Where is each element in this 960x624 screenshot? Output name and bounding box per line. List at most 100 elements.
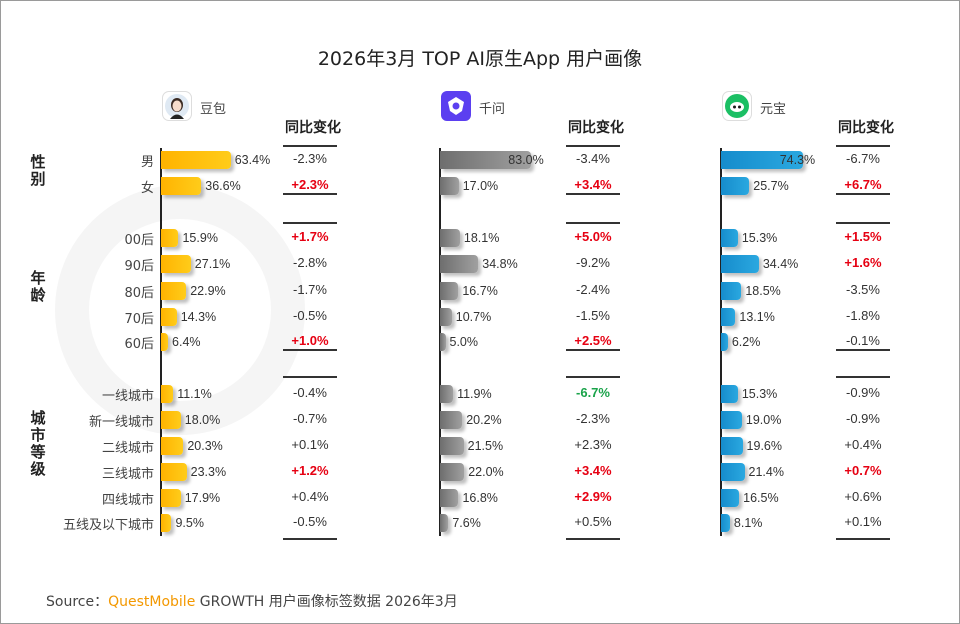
data-label: 34.8% xyxy=(482,257,518,271)
bar xyxy=(721,411,742,429)
divider-line xyxy=(566,222,620,224)
yoy-value: -2.4% xyxy=(576,282,610,297)
data-label: 16.5% xyxy=(743,491,779,505)
source-brand: QuestMobile xyxy=(108,594,196,610)
data-label: 7.6% xyxy=(452,516,481,530)
yoy-header: 同比变化 xyxy=(285,120,341,136)
bar xyxy=(721,333,728,351)
data-label: 8.1% xyxy=(733,516,763,530)
bar xyxy=(161,151,231,169)
source-prefix: Source： xyxy=(46,594,109,610)
bar xyxy=(161,385,174,403)
yoy-value: -0.9% xyxy=(846,385,880,400)
bar xyxy=(721,437,743,455)
data-label: 25.7% xyxy=(753,179,789,193)
row-label: 新一线城市 xyxy=(88,415,154,430)
yoy-value: +0.5% xyxy=(574,514,612,529)
data-label: 22.9% xyxy=(190,284,226,298)
data-label: 19.6% xyxy=(746,439,782,453)
yoy-value: +1.0% xyxy=(291,333,329,348)
yoy-value: +0.4% xyxy=(291,489,329,504)
yoy-value: +0.1% xyxy=(291,437,329,452)
data-label: 10.7% xyxy=(455,310,492,324)
bar xyxy=(721,385,738,403)
yoy-value: +1.6% xyxy=(844,255,882,270)
data-label: 5.0% xyxy=(449,335,479,349)
yoy-header: 同比变化 xyxy=(838,120,894,136)
bar xyxy=(440,151,532,169)
axis-line xyxy=(160,148,162,536)
divider-line xyxy=(836,193,890,195)
divider-line xyxy=(566,538,620,540)
data-label: 83.0% xyxy=(508,153,544,167)
yoy-value: +3.4% xyxy=(574,463,612,478)
yoy-value: +1.7% xyxy=(291,229,329,244)
yoy-value: -3.4% xyxy=(576,151,610,166)
bar xyxy=(440,463,465,481)
yoy-value: +2.5% xyxy=(574,333,612,348)
data-label: 27.1% xyxy=(194,257,231,271)
bar xyxy=(721,177,750,195)
row-label: 二线城市 xyxy=(101,441,154,456)
axis-line xyxy=(439,148,441,536)
app-name-2: 元宝 xyxy=(760,102,787,117)
bar xyxy=(721,255,759,273)
bar xyxy=(721,282,742,300)
bar xyxy=(161,514,172,532)
group-label: 性别 xyxy=(30,153,46,188)
doubao-avatar-icon xyxy=(162,91,192,121)
data-label: 21.4% xyxy=(748,465,784,479)
divider-line xyxy=(836,376,890,378)
bar xyxy=(440,411,463,429)
row-label: 一线城市 xyxy=(101,389,154,404)
divider-line xyxy=(566,376,620,378)
divider-line xyxy=(283,145,337,147)
row-label: 70后 xyxy=(124,312,154,327)
divider-line xyxy=(566,145,620,147)
row-label: 四线城市 xyxy=(101,493,154,508)
bar xyxy=(440,177,459,195)
divider-line xyxy=(283,349,337,351)
data-label: 18.0% xyxy=(184,413,221,427)
divider-line xyxy=(836,145,890,147)
data-label: 23.3% xyxy=(190,465,227,479)
data-label: 11.1% xyxy=(177,387,212,401)
yoy-value: -3.5% xyxy=(846,282,880,297)
data-label: 18.1% xyxy=(463,231,500,245)
bar xyxy=(161,229,179,247)
bar xyxy=(440,308,452,326)
yoy-value: -0.5% xyxy=(293,308,327,323)
bar xyxy=(161,308,177,326)
data-label: 19.0% xyxy=(745,413,782,427)
bar xyxy=(161,177,202,195)
yoy-value: -1.8% xyxy=(846,308,880,323)
yoy-value: +2.3% xyxy=(291,177,329,192)
yoy-value: -0.1% xyxy=(846,333,880,348)
yoy-value: +5.0% xyxy=(574,229,612,244)
yoy-value: +0.7% xyxy=(844,463,882,478)
yoy-value: -1.5% xyxy=(576,308,610,323)
yoy-value: -0.4% xyxy=(293,385,327,400)
data-label: 17.9% xyxy=(184,491,221,505)
bar xyxy=(721,151,803,169)
divider-line xyxy=(566,193,620,195)
row-label: 三线城市 xyxy=(101,467,154,482)
yoy-header: 同比变化 xyxy=(568,120,624,136)
bar xyxy=(161,333,169,351)
row-label: 80后 xyxy=(124,286,154,301)
data-label: 13.1% xyxy=(739,310,775,324)
bar xyxy=(440,514,449,532)
group-label: 年龄 xyxy=(30,269,46,304)
bar xyxy=(721,229,738,247)
bar xyxy=(161,463,187,481)
bar xyxy=(161,489,181,507)
data-label: 6.4% xyxy=(172,335,201,349)
source-note: Source：QuestMobile GROWTH 用户画像标签数据 2026年… xyxy=(46,591,458,611)
data-label: 15.3% xyxy=(741,387,778,401)
bar xyxy=(721,489,740,507)
yoy-value: +0.1% xyxy=(844,514,882,529)
data-label: 14.3% xyxy=(180,310,217,324)
divider-line xyxy=(283,193,337,195)
row-label: 00后 xyxy=(124,233,154,248)
data-label: 36.6% xyxy=(205,179,241,193)
